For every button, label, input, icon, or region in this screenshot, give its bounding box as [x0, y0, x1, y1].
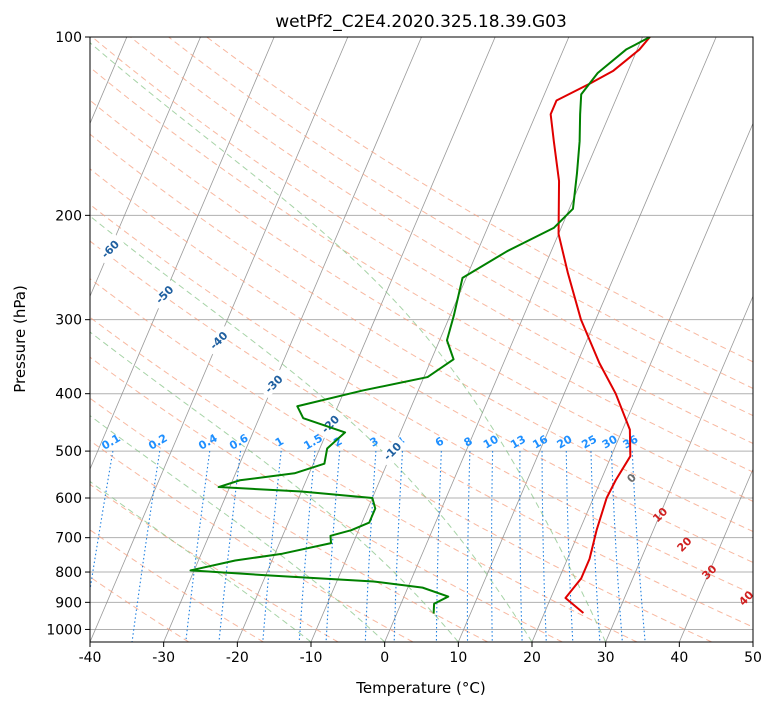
isotherm-label-bg: [149, 279, 179, 309]
y-tick-label: 500: [55, 444, 82, 460]
y-axis-label: Pressure (hPa): [11, 285, 29, 393]
isotherm-label-bg: [377, 436, 407, 466]
mixing-ratio-line: [185, 451, 211, 642]
mixing-ratio-line: [131, 451, 161, 642]
dry-adiabat-line: [90, 203, 753, 595]
mixing-ratio-label: 8: [462, 435, 475, 450]
isotherm-gridline: [457, 37, 717, 642]
y-axis: 100 200 300 400 500 600 700 800 900 1000: [46, 30, 90, 638]
isotherm-gridline: [90, 37, 275, 471]
mixing-ratio-label: 16: [530, 432, 550, 451]
isotherm-label: -80: [0, 159, 8, 182]
isotherm-gridline: [678, 468, 753, 642]
x-tick-label: 0: [380, 650, 389, 666]
y-tick-label: 200: [55, 208, 82, 224]
x-tick-label: -10: [300, 650, 323, 666]
mixing-ratio-line: [565, 451, 574, 642]
isotherm-gridline: [163, 37, 422, 642]
x-axis: -40 -30 -20 -10 0 10 20 30 40 50: [79, 642, 762, 666]
y-tick-label: 600: [55, 491, 82, 507]
isotherm-gridline: [531, 122, 753, 642]
y-tick-label: 1000: [46, 622, 82, 638]
x-tick-label: -40: [79, 650, 102, 666]
x-tick-label: 30: [597, 650, 615, 666]
dry-adiabat-line: [90, 240, 753, 628]
isotherm-label-bg: [203, 325, 233, 355]
isotherm-label-bg: [0, 156, 10, 185]
x-tick-label: -30: [152, 650, 175, 666]
moist-adiabat-line: [90, 215, 533, 642]
mixing-ratio-label: 6: [433, 434, 446, 449]
y-tick-label: 800: [55, 565, 82, 581]
isotherm-label-bg: [258, 369, 288, 398]
dry-adiabat-line: [90, 278, 712, 642]
moist-adiabat-line: [90, 331, 459, 642]
x-tick-label: 40: [670, 650, 688, 666]
moist-adiabat-line: [90, 480, 312, 642]
dry-adiabat-line: [90, 483, 339, 642]
background-line-labels: 0.10.20.40.611.52346810131620253036-100-…: [0, 156, 756, 608]
dry-adiabat-line: [130, 37, 753, 417]
dry-adiabat-line: [90, 397, 488, 642]
isotherm-label-bg: [315, 409, 345, 439]
dry-adiabat-line: [90, 133, 753, 533]
theta-label: 40: [736, 588, 756, 608]
mixing-ratio-label: 0.6: [227, 431, 251, 452]
theta-label: 30: [699, 562, 719, 582]
mixing-ratio-line: [519, 451, 523, 642]
mixing-ratio-line: [90, 451, 114, 594]
mixing-ratio-label: 1: [273, 435, 286, 450]
dewpoint-profile-line: [189, 37, 651, 614]
mixing-ratio-line: [466, 451, 471, 642]
y-tick-label: 700: [55, 531, 82, 547]
mixing-ratio-label: 0.4: [196, 431, 220, 452]
dry-adiabat-line: [168, 37, 753, 389]
dry-adiabat-line: [90, 66, 753, 473]
dry-adiabat-line: [90, 440, 414, 642]
temperature-profile-line: [549, 37, 651, 614]
x-tick-label: 50: [744, 650, 762, 666]
moist-adiabat-line: [90, 415, 386, 642]
mixing-ratio-label: 25: [579, 433, 599, 452]
background-lines: [90, 37, 753, 642]
profile-series: [189, 37, 651, 614]
dry-adiabat-line: [90, 316, 638, 642]
y-tick-label: 900: [55, 595, 82, 611]
isotherm-gridline: [90, 37, 201, 298]
isotherm-label-bg: [95, 234, 125, 264]
moist-adiabat-line: [90, 42, 607, 642]
mixing-ratio-line: [262, 451, 282, 642]
mixing-ratio-line: [435, 451, 442, 642]
dry-adiabat-line: [206, 37, 753, 363]
mixing-ratio-label: 0.2: [146, 432, 169, 453]
x-tick-label: -20: [226, 650, 249, 666]
y-tick-label: 100: [55, 30, 82, 46]
isotherm-gridline: [752, 640, 753, 642]
mixing-ratio-line: [491, 451, 494, 642]
x-axis-label: Temperature (°C): [355, 679, 485, 697]
mixing-ratio-label: 3: [368, 435, 381, 450]
x-tick-label: 20: [523, 650, 541, 666]
mixing-ratio-label: 20: [555, 432, 575, 451]
isotherm-gridline: [236, 37, 496, 642]
isotherm-gridline: [605, 295, 753, 642]
isotherm-gridline: [384, 37, 643, 642]
plot-frame: [89, 36, 754, 643]
dry-adiabat-line: [90, 99, 753, 502]
mixing-ratio-line: [218, 451, 242, 642]
dry-adiabat-line: [91, 37, 753, 445]
y-tick-label: 400: [55, 387, 82, 403]
chart-title: wetPf2_C2E4.2020.325.18.39.G03: [275, 12, 567, 32]
y-tick-label: 300: [55, 313, 82, 329]
dry-adiabat-line: [90, 356, 563, 642]
dry-adiabat-line: [90, 168, 753, 563]
mixing-ratio-label: 13: [508, 433, 528, 452]
x-tick-label: 10: [449, 650, 467, 666]
